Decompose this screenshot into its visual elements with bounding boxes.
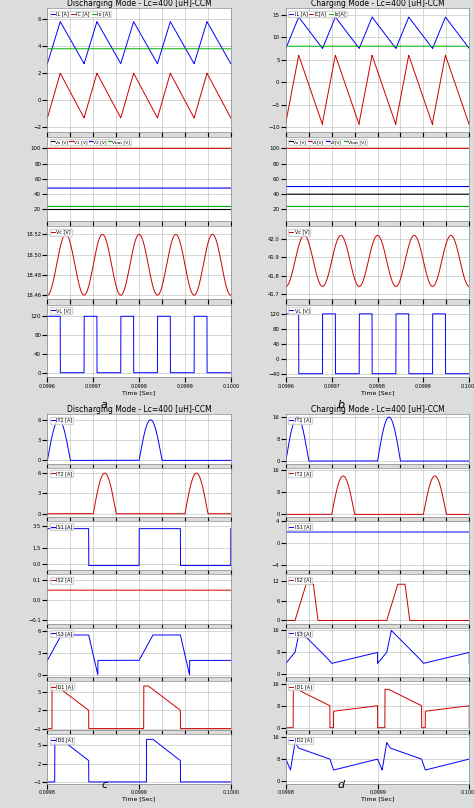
Text: b: b xyxy=(337,400,345,410)
X-axis label: Time [Sec]: Time [Sec] xyxy=(122,390,156,395)
Title: Charging Mode - Lc=400 [uH]-CCM: Charging Mode - Lc=400 [uH]-CCM xyxy=(310,0,445,8)
Legend: Vc [V]: Vc [V] xyxy=(288,229,310,236)
Title: Discharging Mode - Lc=400 [uH]-CCM: Discharging Mode - Lc=400 [uH]-CCM xyxy=(67,0,211,8)
Legend: Vo [V], V1 [V], V2 [V], Vbat [V]: Vo [V], V1 [V], V2 [V], Vbat [V] xyxy=(50,139,131,145)
Legend: ID1 [A]: ID1 [A] xyxy=(288,684,312,690)
X-axis label: Time [Sec]: Time [Sec] xyxy=(122,797,156,802)
Text: c: c xyxy=(101,780,107,789)
X-axis label: Time [Sec]: Time [Sec] xyxy=(361,390,394,395)
Legend: IS1 [A]: IS1 [A] xyxy=(50,524,73,530)
Legend: IT2 [A]: IT2 [A] xyxy=(288,470,312,477)
Legend: Vc [V]: Vc [V] xyxy=(50,229,72,236)
Legend: VL [V]: VL [V] xyxy=(50,307,72,314)
Text: d: d xyxy=(337,780,345,789)
Legend: IT1 [A]: IT1 [A] xyxy=(288,417,312,423)
Title: Discharging Mode - Lc=400 [uH]-CCM: Discharging Mode - Lc=400 [uH]-CCM xyxy=(67,406,211,415)
Legend: IS2 [A]: IS2 [A] xyxy=(288,577,312,583)
Legend: IT2 [A]: IT2 [A] xyxy=(50,470,73,477)
Legend: IS1 [A]: IS1 [A] xyxy=(288,524,312,530)
X-axis label: Time [Sec]: Time [Sec] xyxy=(361,797,394,802)
Legend: IL [A], IC[A], Io[A]: IL [A], IC[A], Io[A] xyxy=(288,11,346,18)
Legend: ID2 [A]: ID2 [A] xyxy=(288,737,312,743)
Text: a: a xyxy=(101,400,108,410)
Legend: Vo [V], V1[V], V2[V], Vbat [V]: Vo [V], V1[V], V2[V], Vbat [V] xyxy=(288,139,367,145)
Legend: IT1 [A]: IT1 [A] xyxy=(50,417,73,423)
Legend: ID2 [A]: ID2 [A] xyxy=(50,737,74,743)
Legend: IL [A], IC [A], Io [A]: IL [A], IC [A], Io [A] xyxy=(50,11,111,18)
Legend: IS3 [A]: IS3 [A] xyxy=(288,630,312,637)
Legend: ID1 [A]: ID1 [A] xyxy=(50,684,74,690)
Title: Charging Mode - Lc=400 [uH]-CCM: Charging Mode - Lc=400 [uH]-CCM xyxy=(310,406,445,415)
Legend: VL [V]: VL [V] xyxy=(288,307,310,314)
Legend: IS3 [A]: IS3 [A] xyxy=(50,630,73,637)
Legend: IS2 [A]: IS2 [A] xyxy=(50,577,73,583)
